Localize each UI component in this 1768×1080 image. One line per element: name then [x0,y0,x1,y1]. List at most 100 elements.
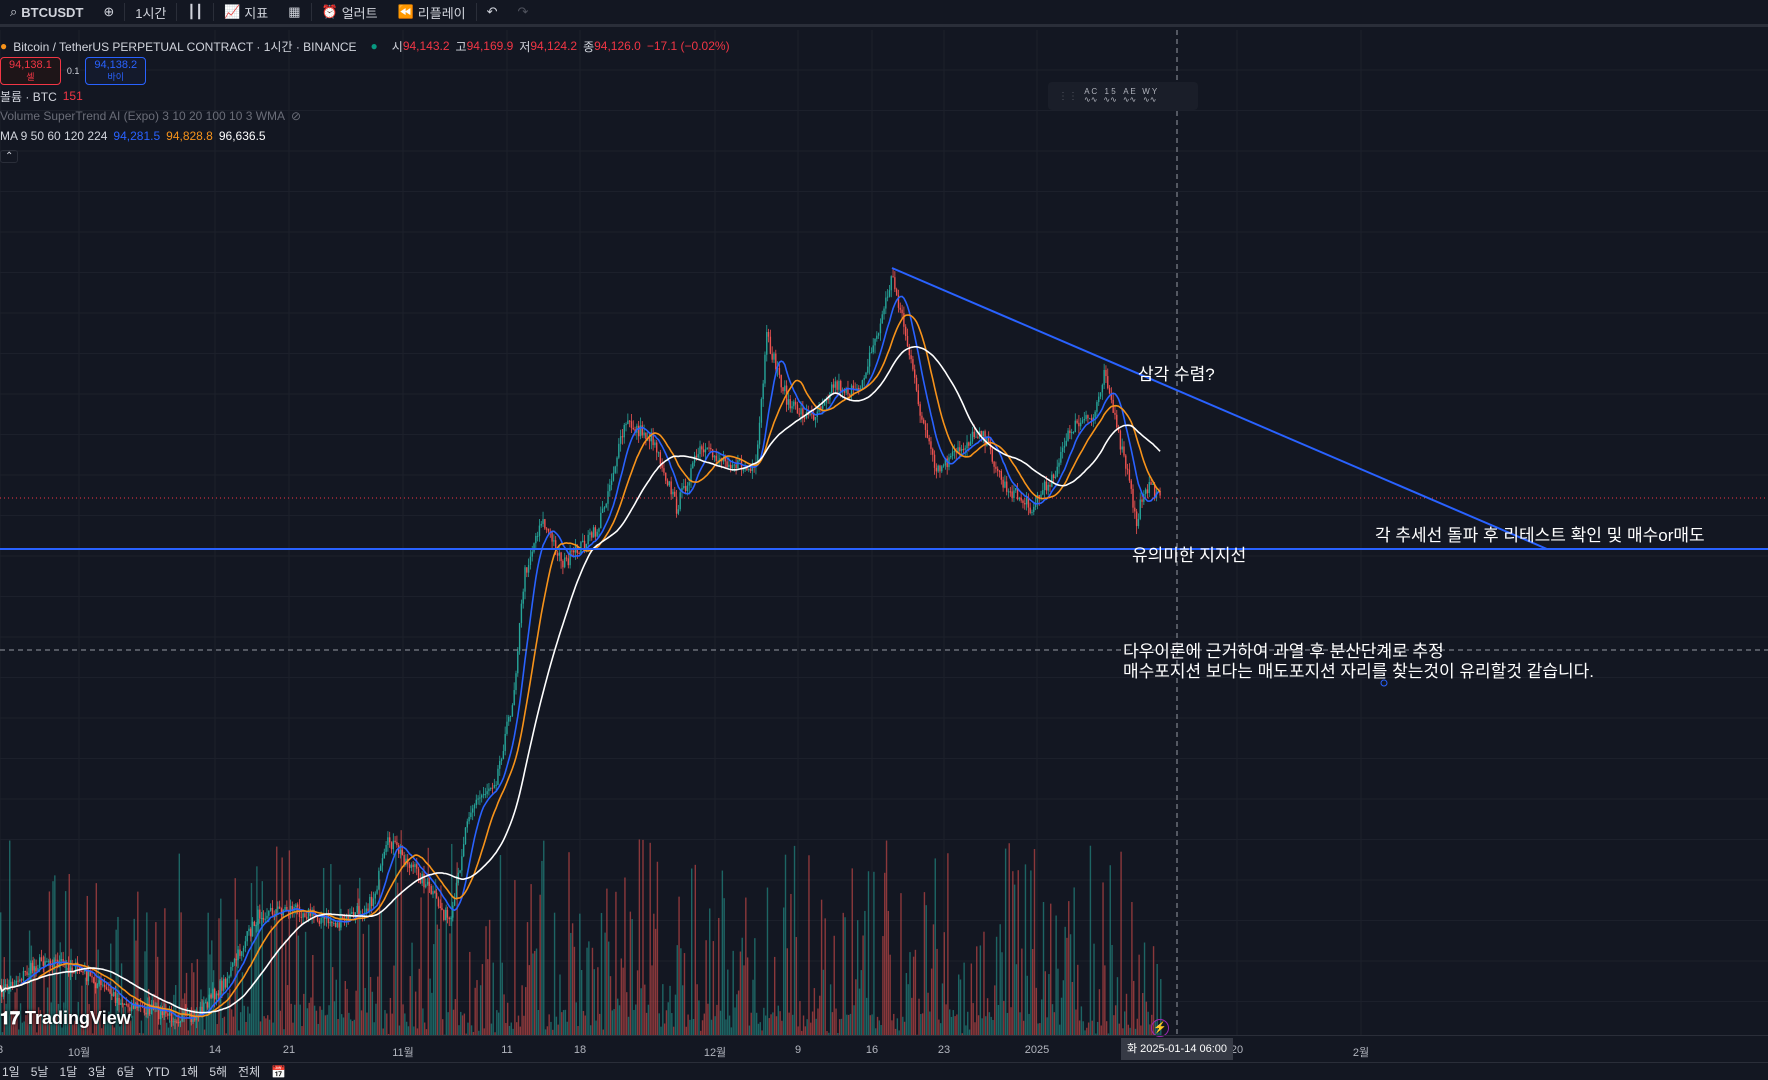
volume-bar [422,1008,424,1035]
volume-bar [1055,915,1057,1035]
candle-body [527,564,530,573]
divider [310,3,312,21]
candle-body [333,923,335,925]
candle-body [652,432,654,446]
compare-button[interactable]: ⊕ [93,0,124,24]
pattern-tool-15[interactable]: 1 5 ∿∿ [1103,87,1117,104]
range-button[interactable]: 5해 [209,1065,228,1079]
pattern-tool-wy[interactable]: W Y ∿∿ [1142,87,1158,104]
indicators-button[interactable]: 📈 지표 [224,4,269,21]
collapse-legend-button[interactable]: ⌃ [0,149,19,163]
layouts-button[interactable]: ▦ [278,0,310,24]
annotation-analysis[interactable]: 다우이론에 근거하여 과열 후 분산단계로 추정 매수포지션 보다는 매도포지션… [1123,642,1594,681]
candle-body [484,794,487,796]
volume-bar [553,912,556,1035]
volume-bar [701,1020,704,1035]
range-button[interactable]: 3달 [88,1065,106,1079]
candle-body [767,332,770,337]
lightning-icon[interactable]: ⚡ [1151,1019,1169,1037]
candle-body [564,557,566,568]
volume-bar [465,1033,467,1035]
range-button[interactable]: YTD [145,1064,170,1079]
volume-bar [75,1024,78,1035]
volume-bar [274,914,276,1035]
volume-bar [178,853,181,1035]
annotation-support[interactable]: 유의미한 지지선 [1132,546,1247,565]
pattern-tool-ac[interactable]: A C ∿∿ [1084,87,1098,104]
pattern-tool-ae[interactable]: A E ∿∿ [1122,87,1137,104]
volume-bar [799,1000,801,1035]
volume-bar [869,1015,872,1035]
candle-body [717,460,719,462]
candle-body [939,465,941,472]
symbol-search[interactable]: ⌕ BTCUSDT [10,4,84,20]
volume-bar [620,958,623,1035]
volume-bar [429,978,431,1035]
time-axis[interactable]: 3 10월 14 21 11월 11 18 12월 9 16 23 2025 20 2월 [0,1035,1768,1060]
candle-body [127,1004,129,1008]
volume-bar [828,1032,830,1035]
candle-body [596,531,598,537]
volume-bar [115,929,117,1035]
volume-bar [1037,1023,1039,1035]
candle-body [757,444,759,463]
range-button[interactable]: 1해 [180,1065,199,1079]
volume-bar [654,928,657,1035]
candle-body [206,1002,209,1008]
volume-bar [481,964,484,1035]
candle-body [702,449,705,453]
search-icon: ⌕ [10,4,18,19]
volume-bar [460,1011,462,1035]
interval-button[interactable]: 1시간 [135,5,167,21]
candle-body [762,383,764,400]
volume-bar [806,1019,808,1035]
volume-bar [790,893,792,1035]
volume-bar [1102,882,1104,1035]
candle-body [982,431,984,437]
candle-body [1101,384,1104,393]
annotation-triangle[interactable]: 삼각 수렴? [1138,365,1215,384]
volume-bar [900,893,902,1035]
candle-body [639,425,642,437]
zigzag-icon: ∿∿ [1103,95,1117,104]
candle-body [435,892,438,899]
hidden-eye-icon[interactable]: ⊘ [291,109,302,123]
candle-body [1135,511,1138,527]
candle-body [179,1021,182,1023]
range-button[interactable]: 1달 [59,1065,78,1079]
candle-body [376,889,378,894]
alert-button[interactable]: ⏰ 얼러트 [321,4,378,21]
candle-body [159,1008,162,1020]
volume-bar [458,1025,460,1035]
range-button[interactable]: 전체 [238,1065,261,1079]
annotation-breakout[interactable]: 각 추세선 돌파 후 리테스트 확인 및 매수or매도 [1375,526,1705,545]
candle-body [259,909,261,919]
volume-bar [589,1025,592,1035]
volume-bar [68,874,70,1035]
undo-button[interactable]: ↶ [477,0,508,24]
redo-button[interactable]: ↷ [508,0,539,24]
range-button[interactable]: 6달 [116,1065,135,1079]
candle-body [430,885,432,895]
candle-body [863,377,865,381]
candle-body [461,856,463,871]
candle-body [121,1003,124,1005]
price-chart[interactable] [0,30,1768,1035]
chart-type-button[interactable]: ┃┃ [177,0,213,24]
calendar-icon[interactable]: 📅 [271,1064,287,1079]
drag-handle-icon[interactable]: ⋮⋮ [1058,90,1078,102]
range-button[interactable]: 5날 [30,1065,49,1079]
sell-button[interactable]: 94,138.1 셀 [0,57,61,85]
candle-body [515,673,517,691]
volume-bar [250,883,253,1035]
candle-body [84,969,86,972]
range-button[interactable]: 1일 [2,1065,20,1079]
candle-body [167,1013,169,1016]
tradingview-logo[interactable]: 𝟏𝟕 TradingView [0,1008,131,1028]
candle-body [903,313,905,327]
candle-body [82,971,84,973]
buy-button[interactable]: 94,138.2 바이 [85,57,147,85]
candle-body [831,384,833,393]
volume-bar [752,979,754,1035]
replay-button[interactable]: ⏪ 리플레이 [397,4,466,21]
